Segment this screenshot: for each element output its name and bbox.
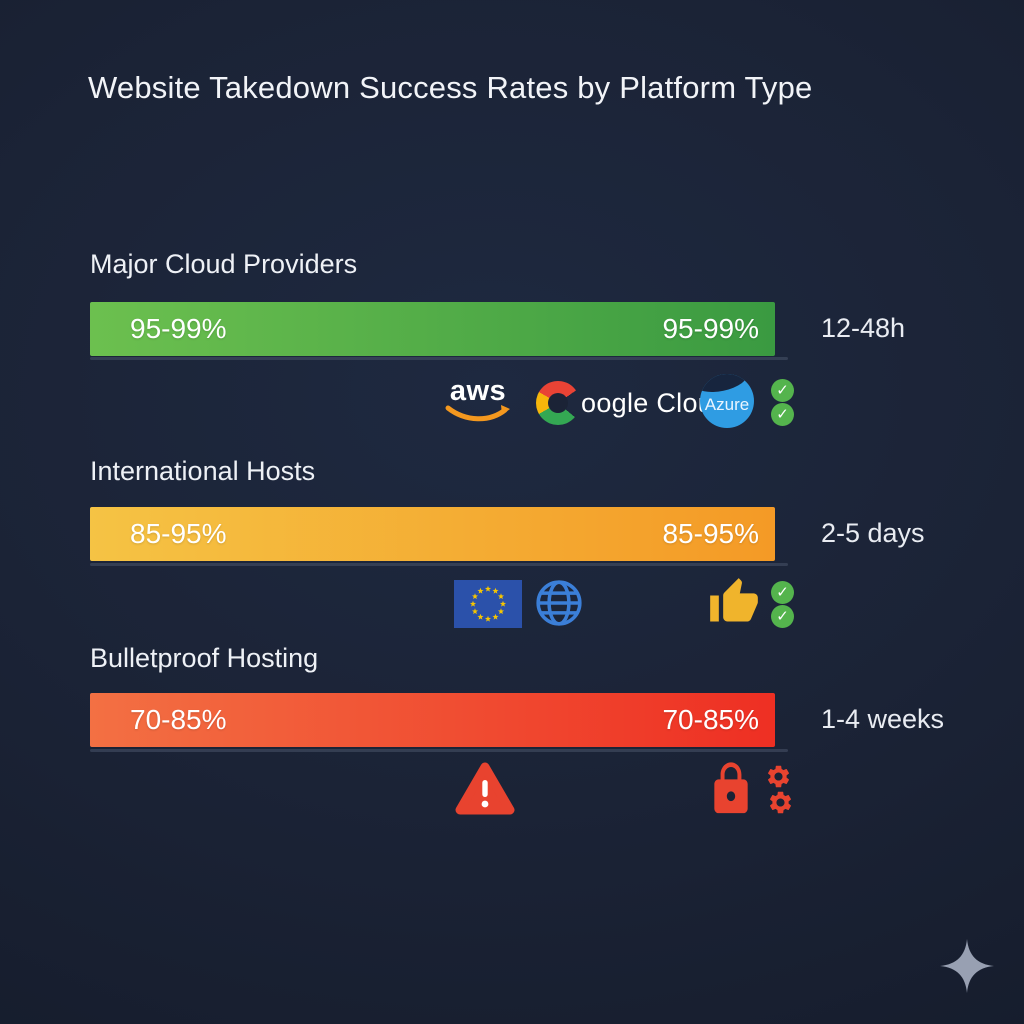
- rate-value-left: 95-99%: [130, 313, 227, 344]
- bar-bulletproof-hosting: 70-85% 70-85%: [90, 693, 775, 747]
- azure-logo: Azure: [700, 374, 754, 428]
- bar-international-hosts: 85-95% 85-95%: [90, 507, 775, 561]
- rate-value-left: 85-95%: [130, 518, 227, 549]
- rate-value-right: 70-85%: [662, 704, 759, 735]
- check-icon: ✓: [771, 403, 794, 426]
- section-label-major-cloud-providers: Major Cloud Providers: [90, 249, 358, 279]
- page-title: Website Takedown Success Rates by Platfo…: [88, 70, 813, 105]
- thumbs-up-icon: [710, 578, 758, 622]
- aws-smile-arrow-icon: [445, 405, 510, 422]
- section-label-international-hosts: International Hosts: [90, 456, 316, 486]
- bar-underline: [90, 357, 788, 360]
- eu-flag-icon: [454, 580, 522, 628]
- duration-label-international-hosts: 2-5 days: [821, 518, 925, 548]
- duration-label-major-cloud: 12-48h: [821, 313, 906, 343]
- section-label-bulletproof-hosting: Bulletproof Hosting: [90, 643, 319, 673]
- duration-label-bulletproof-hosting: 1-4 weeks: [821, 704, 945, 734]
- aws-logo: aws: [444, 377, 512, 430]
- bar-underline: [90, 563, 788, 566]
- aws-wordmark: aws: [449, 375, 507, 407]
- padlock-icon: [714, 762, 748, 814]
- gear-icon: [769, 791, 792, 814]
- rate-value-left: 70-85%: [130, 704, 227, 735]
- google-g-icon: [536, 381, 580, 425]
- rate-value-right: 95-99%: [662, 313, 759, 344]
- check-icon: ✓: [771, 605, 794, 628]
- check-icon: ✓: [771, 379, 794, 402]
- rate-value-right: 85-95%: [662, 518, 759, 549]
- gear-icon: [767, 765, 790, 788]
- globe-icon: [536, 580, 582, 626]
- bar-underline: [90, 749, 788, 752]
- warning-triangle-icon: [455, 762, 515, 815]
- sparkle-icon: [940, 939, 994, 993]
- azure-wordmark: Azure: [704, 395, 750, 414]
- check-icon: ✓: [771, 581, 794, 604]
- azure-swoosh: [700, 374, 750, 397]
- google-cloud-logo: oogle Cloud: [536, 381, 728, 425]
- bar-major-cloud-providers: 95-99% 95-99%: [90, 302, 775, 356]
